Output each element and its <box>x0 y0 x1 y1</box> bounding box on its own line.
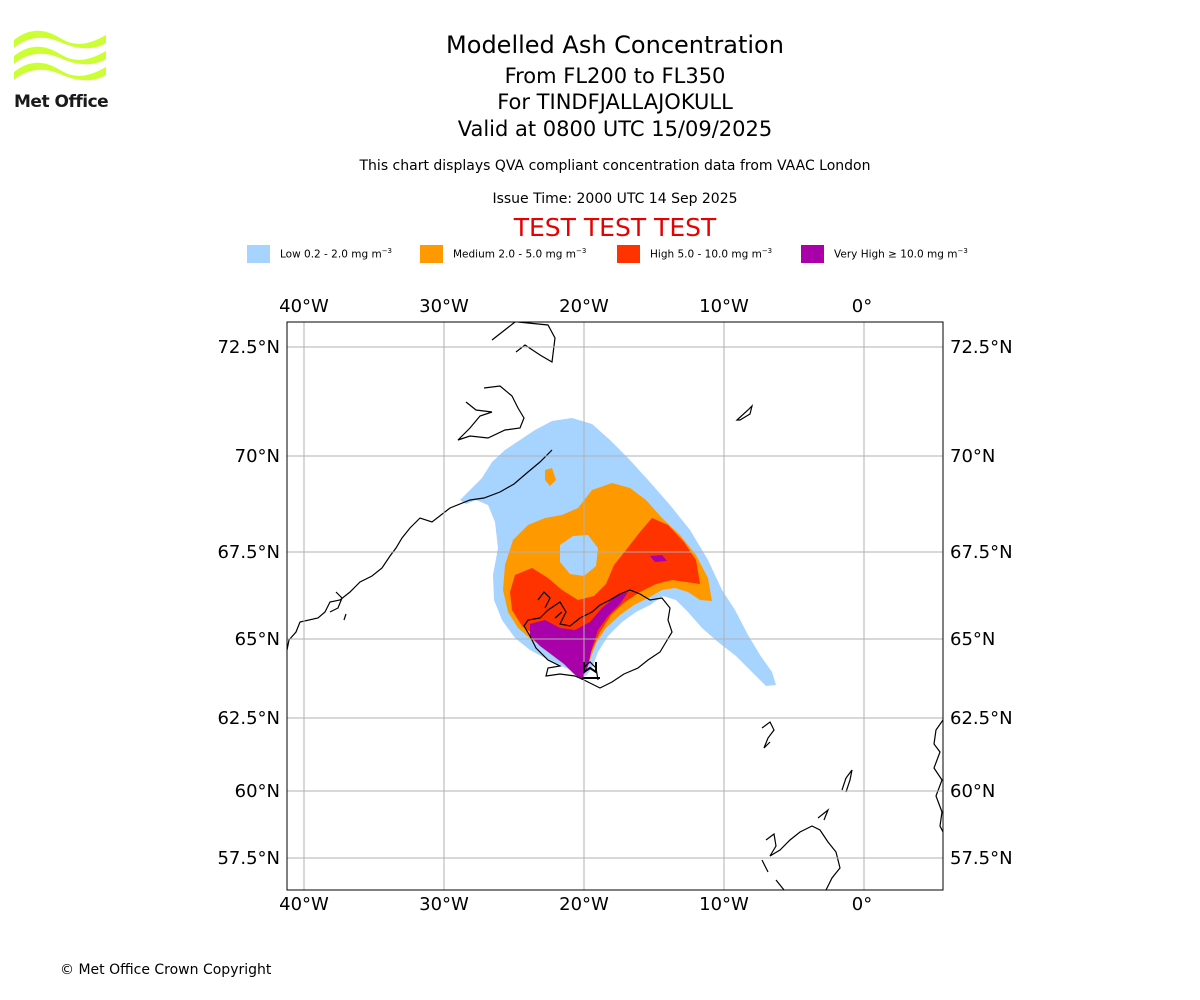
volcano-marker-icon <box>582 662 600 679</box>
wave-logo-icon <box>14 30 106 81</box>
lon-label: 0° <box>852 296 872 317</box>
issue-time: Issue Time: 2000 UTC 14 Sep 2025 <box>492 191 738 207</box>
lon-labels-bottom: 40°W 30°W 20°W 10°W 0° <box>279 894 872 915</box>
qva-subtitle: This chart displays QVA compliant concen… <box>359 158 871 174</box>
iceland-coastline <box>523 589 673 689</box>
lon-label: 40°W <box>279 894 329 915</box>
volcano-name: For TINDFJALLAJOKULL <box>497 90 733 114</box>
lat-label: 70°N <box>950 446 995 467</box>
lat-label: 60°N <box>235 781 280 802</box>
lat-label: 60°N <box>950 781 995 802</box>
valid-time: Valid at 0800 UTC 15/09/2025 <box>457 117 773 141</box>
lat-label: 67.5°N <box>950 542 1013 563</box>
lat-label: 70°N <box>235 446 280 467</box>
ash-medium-patch <box>545 468 556 486</box>
map-frame <box>286 321 944 891</box>
shetland-coastline <box>841 769 853 793</box>
met-office-logo: Met Office <box>14 30 110 114</box>
logo-text: Met Office <box>14 92 109 112</box>
ash-medium-dot <box>602 542 614 554</box>
lon-label: 30°W <box>419 296 469 317</box>
faroe-islands-coastline <box>761 721 775 749</box>
lat-label: 72.5°N <box>217 337 280 358</box>
lat-label: 62.5°N <box>217 708 280 729</box>
lon-label: 20°W <box>559 894 609 915</box>
chart-title: Modelled Ash Concentration <box>446 31 784 59</box>
unit-exponent: −3 <box>575 247 587 255</box>
iceland-fjords <box>537 591 599 681</box>
lon-labels-top: 40°W 30°W 20°W 10°W 0° <box>279 296 872 317</box>
unit-exponent: −3 <box>761 247 773 255</box>
legend-swatch <box>617 245 640 263</box>
legend-label: Very High ≥ 10.0 mg m <box>834 248 958 261</box>
lon-label: 20°W <box>559 296 609 317</box>
lon-label: 30°W <box>419 894 469 915</box>
lat-label: 62.5°N <box>950 708 1013 729</box>
scotland-coastline <box>761 808 841 890</box>
legend-label: High 5.0 - 10.0 mg m <box>650 248 762 261</box>
legend-swatch <box>420 245 443 263</box>
lat-label: 72.5°N <box>950 337 1013 358</box>
lon-label: 40°W <box>279 296 329 317</box>
jan-mayen-coastline <box>735 404 754 421</box>
copyright-notice: © Met Office Crown Copyright <box>60 962 272 978</box>
test-banner: TEST TEST TEST <box>513 213 717 242</box>
lon-label: 0° <box>852 894 872 915</box>
legend-swatch <box>801 245 824 263</box>
lat-label: 67.5°N <box>217 542 280 563</box>
lon-label: 10°W <box>699 894 749 915</box>
ash-very-high-region <box>530 592 628 680</box>
legend-label: Medium 2.0 - 5.0 mg m <box>453 248 576 261</box>
lat-label: 57.5°N <box>950 848 1013 869</box>
gridlines <box>287 322 943 890</box>
unit-exponent: −3 <box>957 247 968 255</box>
unit-exponent: −3 <box>381 247 393 255</box>
norway-coastline <box>933 719 943 833</box>
lat-label: 65°N <box>950 629 995 650</box>
legend-label: Low 0.2 - 2.0 mg m <box>280 248 382 261</box>
lon-label: 10°W <box>699 296 749 317</box>
ash-medium-hole <box>560 535 598 576</box>
lat-labels-right: 72.5°N 70°N 67.5°N 65°N 62.5°N 60°N 57.5… <box>950 337 1013 869</box>
ash-very-high-patch <box>650 555 667 562</box>
lat-label: 57.5°N <box>217 848 280 869</box>
legend-swatch <box>247 245 270 263</box>
lat-label: 65°N <box>235 629 280 650</box>
flight-level-range: From FL200 to FL350 <box>504 64 726 88</box>
lat-labels-left: 72.5°N 70°N 67.5°N 65°N 62.5°N 60°N 57.5… <box>217 337 280 869</box>
